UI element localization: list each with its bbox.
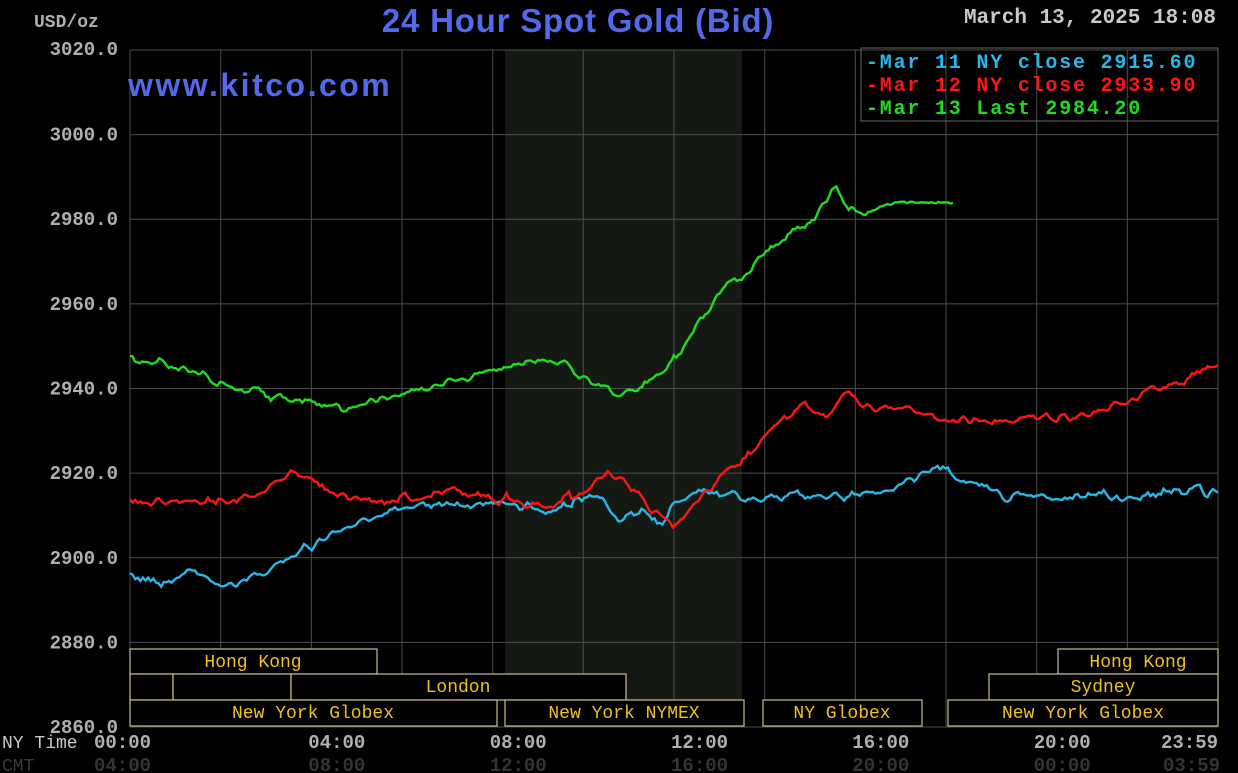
svg-text:04:00: 04:00	[308, 732, 365, 754]
svg-text:Hong Kong: Hong Kong	[1089, 653, 1186, 673]
svg-text:08:00: 08:00	[308, 755, 365, 773]
svg-text:www.kitco.com: www.kitco.com	[127, 67, 392, 103]
svg-text:08:00: 08:00	[490, 732, 547, 754]
svg-text:NY Globex: NY Globex	[793, 704, 890, 724]
svg-text:-Mar 13 Last 2984.20: -Mar 13 Last 2984.20	[866, 98, 1142, 121]
svg-text:2980.0: 2980.0	[50, 209, 118, 231]
svg-text:12:00: 12:00	[671, 732, 728, 754]
svg-text:20:00: 20:00	[852, 755, 909, 773]
svg-text:3000.0: 3000.0	[50, 125, 118, 147]
svg-text:03:59: 03:59	[1163, 755, 1220, 773]
svg-text:USD/oz: USD/oz	[34, 13, 99, 33]
svg-text:20:00: 20:00	[1034, 732, 1091, 754]
svg-text:16:00: 16:00	[852, 732, 909, 754]
svg-text:2920.0: 2920.0	[50, 463, 118, 485]
svg-text:2960.0: 2960.0	[50, 294, 118, 316]
svg-text:00:00: 00:00	[94, 732, 151, 754]
svg-text:2900.0: 2900.0	[50, 548, 118, 570]
svg-text:3020.0: 3020.0	[50, 39, 118, 61]
svg-text:March 13, 2025 18:08: March 13, 2025 18:08	[964, 7, 1216, 30]
svg-text:New York NYMEX: New York NYMEX	[548, 704, 699, 724]
svg-text:12:00: 12:00	[490, 755, 547, 773]
svg-text:Sydney: Sydney	[1071, 678, 1136, 698]
svg-text:New York Globex: New York Globex	[1002, 704, 1164, 724]
svg-text:2880.0: 2880.0	[50, 632, 118, 654]
svg-text:2940.0: 2940.0	[50, 379, 118, 401]
svg-text:CMT: CMT	[2, 757, 35, 773]
svg-text:NY Time: NY Time	[2, 734, 78, 754]
svg-text:00:00: 00:00	[1034, 755, 1091, 773]
svg-text:-Mar 12 NY close 2933.90: -Mar 12 NY close 2933.90	[866, 75, 1197, 98]
svg-text:Hong Kong: Hong Kong	[204, 653, 301, 673]
svg-text:16:00: 16:00	[671, 755, 728, 773]
svg-text:New York Globex: New York Globex	[232, 704, 394, 724]
svg-text:24 Hour Spot Gold (Bid): 24 Hour Spot Gold (Bid)	[382, 2, 774, 39]
svg-text:23:59: 23:59	[1161, 732, 1218, 754]
svg-text:London: London	[426, 678, 491, 698]
svg-text:-Mar 11 NY close 2915.60: -Mar 11 NY close 2915.60	[866, 52, 1197, 75]
svg-text:04:00: 04:00	[94, 755, 151, 773]
